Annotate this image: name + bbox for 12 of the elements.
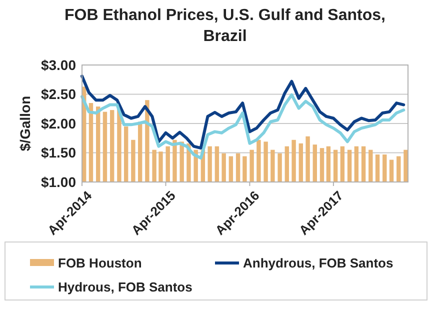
y-tick-label: $1.50	[40, 144, 76, 161]
y-tick-label: $1.00	[40, 174, 76, 190]
legend-label: FOB Houston	[58, 256, 142, 271]
legend-label: Hydrous, FOB Santos	[58, 280, 192, 295]
y-tick-label: $3.00	[40, 56, 76, 73]
line-series	[80, 74, 406, 150]
y-tick-label: $2.50	[40, 86, 76, 102]
y-axis-title: $/Gallon	[17, 96, 33, 152]
legend-label: Anhydrous, FOB Santos	[243, 256, 394, 271]
line-series	[80, 93, 406, 160]
y-tick-label: $2.00	[40, 115, 76, 132]
chart-title: FOB Ethanol Prices, U.S. Gulf and Santos, Brazil	[64, 7, 386, 45]
